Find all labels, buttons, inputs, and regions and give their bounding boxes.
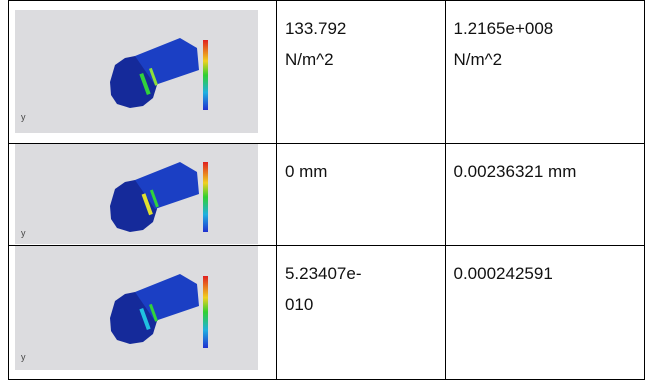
cell-text-line: 0.000242591 (454, 258, 637, 289)
table-row: y 5.23407e-010 0.000242591 (9, 246, 645, 380)
min-cell: 5.23407e-010 (276, 246, 445, 380)
strain-plot-image: y (15, 246, 258, 370)
cell-text-line: 010 (285, 289, 437, 320)
cell-text-line: 0.00236321 mm (454, 156, 637, 187)
displacement-plot-image: y (15, 144, 258, 244)
cell-text-line: N/m^2 (285, 44, 437, 75)
stress-plot-image: y (15, 10, 258, 133)
max-cell: 0.000242591 (445, 246, 645, 380)
svg-text:y: y (21, 112, 26, 122)
cell-text-line: 133.792 (285, 13, 437, 44)
min-cell: 0 mm (276, 144, 445, 246)
image-cell: y (9, 144, 277, 246)
cell-text-line: N/m^2 (454, 44, 637, 75)
image-cell: y (9, 246, 277, 380)
image-cell: y (9, 1, 277, 144)
cell-text-line: 0 mm (285, 156, 437, 187)
cell-text-line: 1.2165e+008 (454, 13, 637, 44)
svg-text:y: y (21, 352, 26, 362)
page: {"table": {"rows": [ [["133.792", "N/m^2… (0, 0, 645, 379)
cell-text-line: 5.23407e- (285, 258, 437, 289)
max-cell: 0.00236321 mm (445, 144, 645, 246)
table-row: y 0 mm 0.00236321 mm (9, 144, 645, 246)
svg-text:y: y (21, 228, 26, 238)
